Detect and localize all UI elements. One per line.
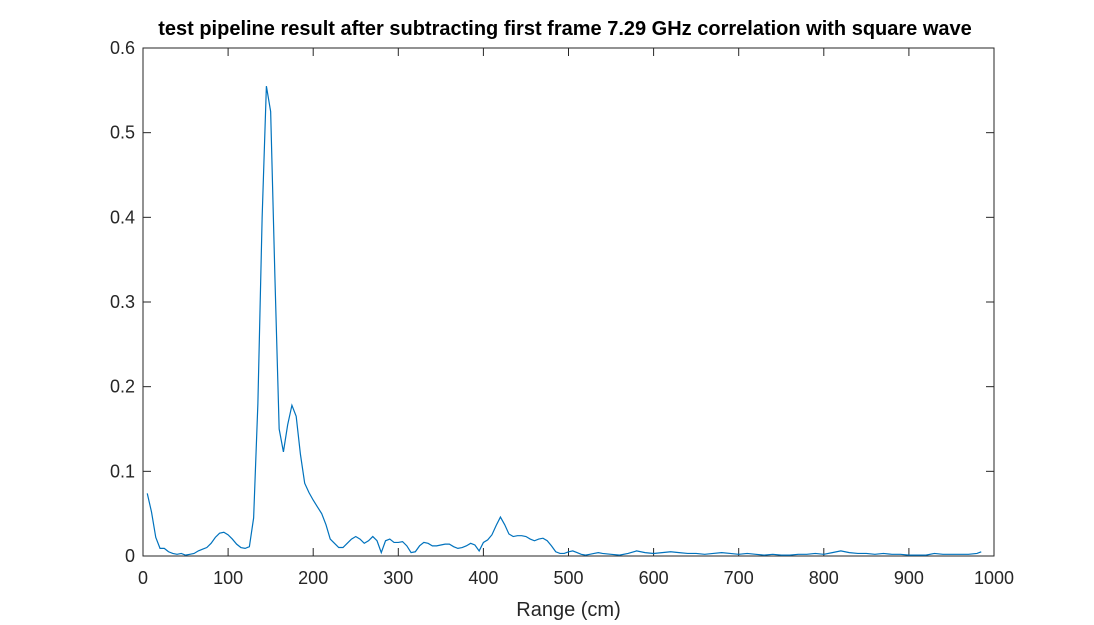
x-tick-label: 1000 <box>974 568 1014 588</box>
x-tick-label: 500 <box>553 568 583 588</box>
y-tick-label: 0.4 <box>110 207 135 227</box>
x-tick-label: 800 <box>809 568 839 588</box>
y-tick-label: 0.6 <box>110 38 135 58</box>
y-tick-label: 0.2 <box>110 377 135 397</box>
x-tick-label: 0 <box>138 568 148 588</box>
y-tick-label: 0 <box>125 546 135 566</box>
series-line <box>146 86 982 556</box>
chart-title: test pipeline result after subtracting f… <box>158 18 972 40</box>
axis-ticks: 0 100 200 300 400 500 600 700 800 900 1000 0 0.1 0.2 0… <box>110 38 1014 588</box>
y-tick-label: 0.3 <box>110 292 135 312</box>
x-tick-label: 900 <box>894 568 924 588</box>
x-tick-label: 100 <box>213 568 243 588</box>
x-axis-label: Range (cm) <box>516 599 620 621</box>
x-tick-label: 400 <box>468 568 498 588</box>
y-tick-label: 0.5 <box>110 123 135 143</box>
y-tick-label: 0.1 <box>110 461 135 481</box>
x-tick-label: 600 <box>639 568 669 588</box>
x-tick-label: 200 <box>298 568 328 588</box>
plot-area-frame <box>142 47 995 557</box>
x-tick-label: 700 <box>724 568 754 588</box>
x-tick-label: 300 <box>383 568 413 588</box>
